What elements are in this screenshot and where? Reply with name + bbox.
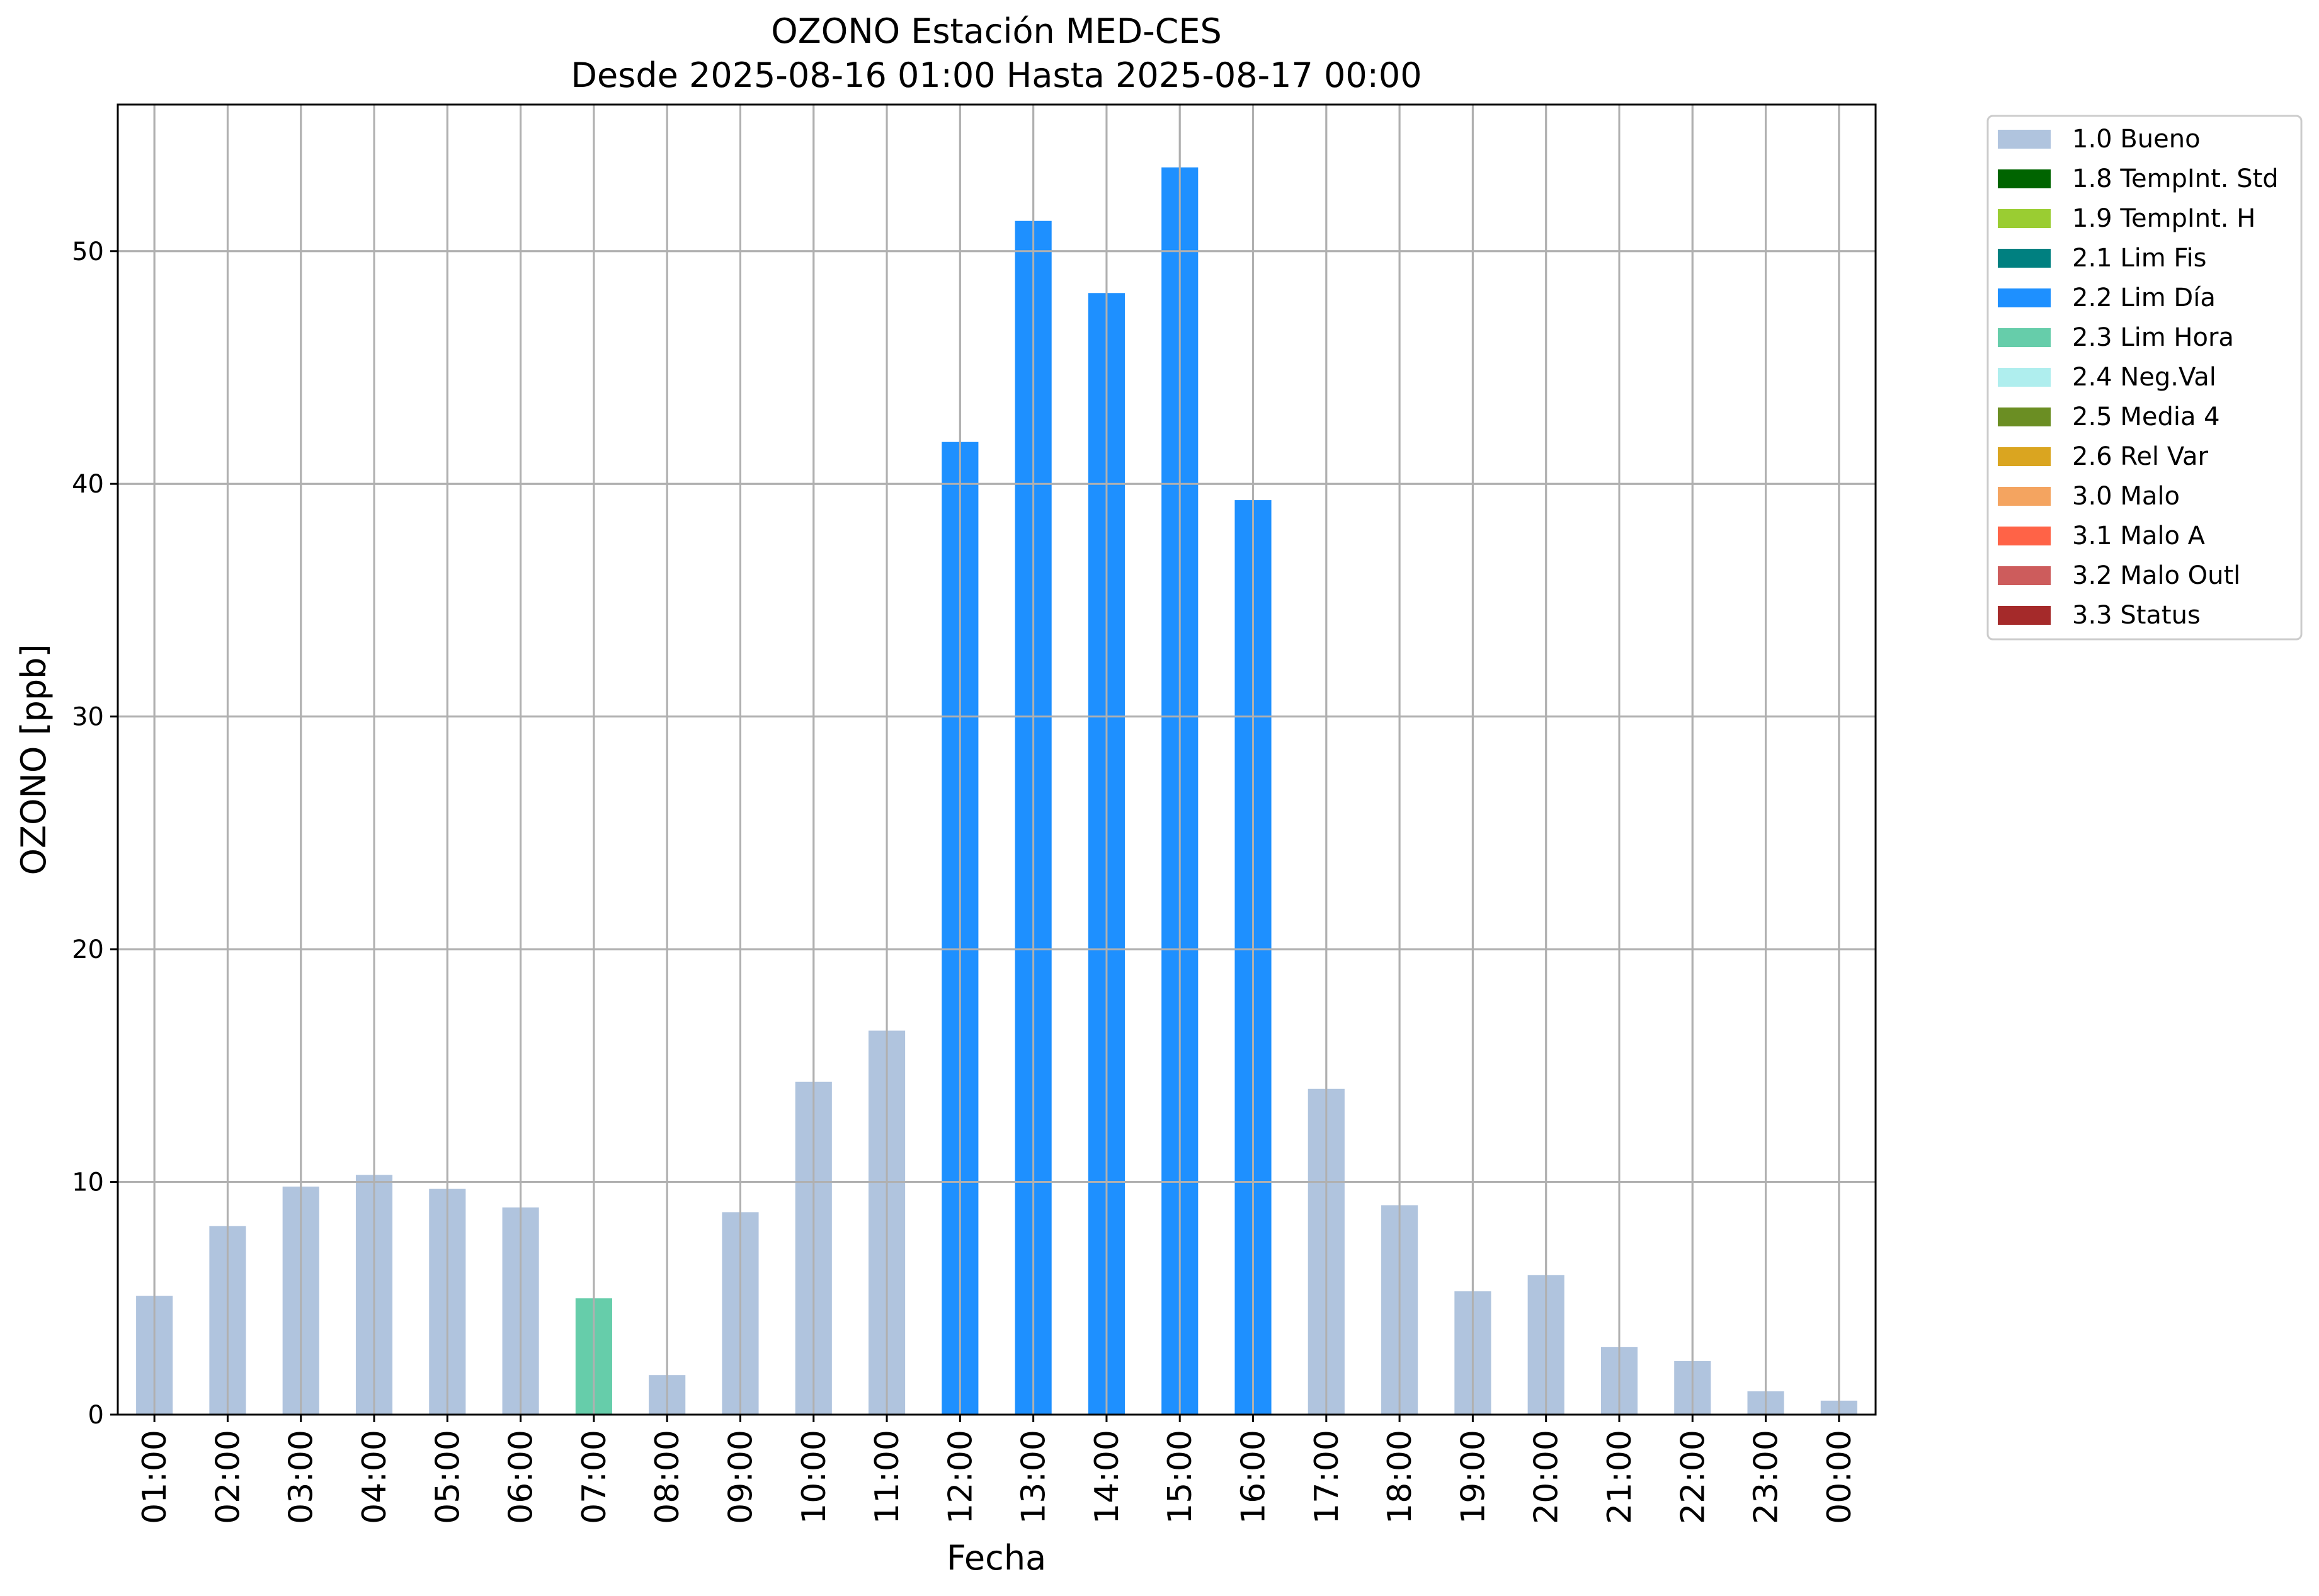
x-tick-label: 08:00 xyxy=(649,1430,687,1524)
legend-box xyxy=(1986,115,2303,641)
x-tick-label: 18:00 xyxy=(1381,1430,1419,1524)
x-tick-label: 15:00 xyxy=(1161,1430,1199,1524)
y-tick-label: 30 xyxy=(72,703,104,732)
legend-label: 3.3 Status xyxy=(2072,601,2201,630)
legend-label: 2.3 Lim Hora xyxy=(2072,323,2234,352)
x-tick-label: 17:00 xyxy=(1308,1430,1346,1524)
legend-swatch xyxy=(1998,606,2051,625)
x-tick-label: 01:00 xyxy=(136,1430,174,1524)
legend-swatch xyxy=(1998,130,2051,149)
legend-label: 2.4 Neg.Val xyxy=(2072,363,2216,392)
legend-label: 2.1 Lim Fis xyxy=(2072,244,2206,273)
x-tick-label: 05:00 xyxy=(429,1430,467,1524)
x-axis: 01:00 02:00 03:00 04:00 05:00 06:00 07:00 08:00… xyxy=(136,1415,1859,1524)
x-tick-label: 14:00 xyxy=(1088,1430,1126,1524)
legend-swatch xyxy=(1998,487,2051,506)
x-tick-label: 16:00 xyxy=(1235,1430,1273,1524)
legend-swatch xyxy=(1998,566,2051,585)
legend-label: 3.2 Malo Outl xyxy=(2072,561,2240,590)
bars xyxy=(118,105,1876,1416)
y-axis-label: OZONO [ppb] xyxy=(14,644,54,875)
legend-label: 2.2 Lim Día xyxy=(2072,283,2216,312)
x-axis-label: Fecha xyxy=(947,1538,1046,1578)
x-tick-label: 21:00 xyxy=(1601,1430,1639,1524)
x-tick-label: 09:00 xyxy=(722,1430,760,1524)
legend-label: 3.1 Malo A xyxy=(2072,522,2206,550)
y-tick-label: 20 xyxy=(72,935,104,964)
x-tick-label: 04:00 xyxy=(356,1430,394,1524)
legend-swatch xyxy=(1998,209,2051,228)
x-tick-label: 22:00 xyxy=(1674,1430,1712,1524)
x-tick-label: 23:00 xyxy=(1748,1430,1786,1524)
x-tick-label: 19:00 xyxy=(1454,1430,1492,1524)
legend-label: 2.6 Rel Var xyxy=(2072,442,2209,471)
legend-swatch xyxy=(1998,288,2051,307)
x-tick-label: 13:00 xyxy=(1015,1430,1053,1524)
legend-swatch xyxy=(1998,368,2051,387)
chart-subtitle: Desde 2025-08-16 01:00 Hasta 2025-08-17 … xyxy=(571,55,1422,95)
legend-swatch xyxy=(1998,169,2051,188)
y-axis: 0 10 20 30 40 50 xyxy=(72,237,118,1430)
y-tick-label: 10 xyxy=(72,1168,104,1197)
chart-title: OZONO Estación MED-CES xyxy=(771,11,1222,51)
legend: 1.0 Bueno 1.8 TempInt. Std 1.9 TempInt. H 2… xyxy=(1986,115,2303,641)
x-tick-label: 02:00 xyxy=(209,1430,247,1524)
x-tick-label: 11:00 xyxy=(869,1430,906,1524)
legend-label: 2.5 Media 4 xyxy=(2072,402,2220,431)
legend-label: 1.9 TempInt. H xyxy=(2072,204,2255,233)
x-tick-label: 07:00 xyxy=(576,1430,613,1524)
legend-swatch xyxy=(1998,527,2051,545)
x-tick-label: 12:00 xyxy=(942,1430,979,1524)
legend-label: 3.0 Malo xyxy=(2072,482,2180,511)
y-tick-label: 50 xyxy=(72,237,104,266)
x-tick-label: 06:00 xyxy=(503,1430,540,1524)
x-tick-label: 03:00 xyxy=(283,1430,321,1524)
x-tick-label: 10:00 xyxy=(795,1430,833,1524)
legend-swatch xyxy=(1998,408,2051,426)
x-tick-label: 00:00 xyxy=(1821,1430,1859,1524)
legend-swatch xyxy=(1998,447,2051,466)
legend-label: 1.0 Bueno xyxy=(2072,125,2201,154)
x-tick-label: 20:00 xyxy=(1528,1430,1566,1524)
legend-swatch xyxy=(1998,249,2051,268)
legend-swatch xyxy=(1998,328,2051,347)
y-tick-label: 40 xyxy=(72,470,104,499)
plot-frame xyxy=(117,103,1877,1416)
legend-label: 1.8 TempInt. Std xyxy=(2072,164,2279,193)
y-tick-label: 0 xyxy=(88,1401,104,1430)
